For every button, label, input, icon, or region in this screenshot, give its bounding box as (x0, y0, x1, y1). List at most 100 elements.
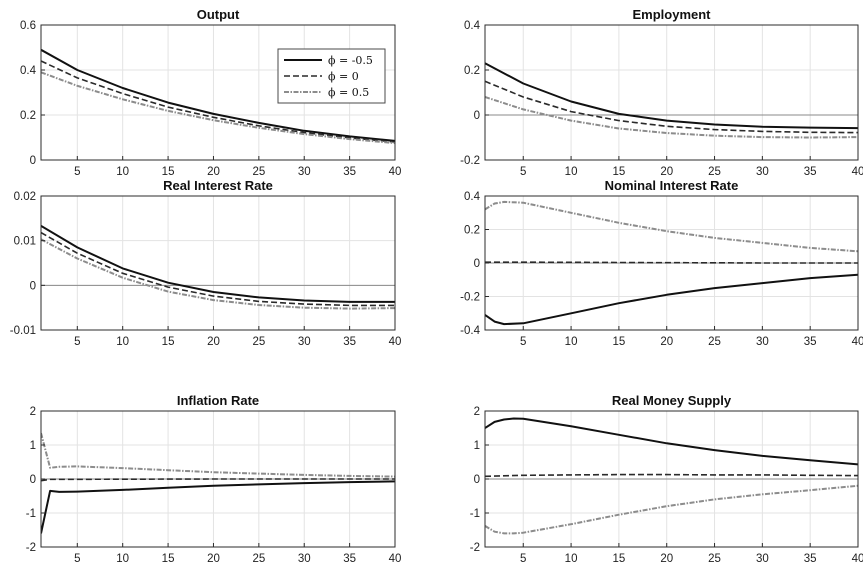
series-line-0-5 (485, 96, 858, 139)
series-line-0 (485, 261, 858, 264)
x-tick-label: 10 (116, 336, 129, 348)
y-tick-label: 0.4 (464, 20, 481, 32)
panel-title: Employment (632, 7, 711, 22)
x-tick-label: 40 (389, 336, 402, 348)
series-line-0 (41, 478, 395, 482)
x-tick-label: 10 (116, 166, 129, 178)
series-line-0 (41, 60, 395, 143)
panel-title: Inflation Rate (177, 393, 259, 408)
y-tick-label: 0.4 (20, 65, 37, 77)
y-tick-label: 2 (474, 406, 480, 418)
y-tick-label: 0 (30, 155, 36, 167)
series-line-0-5 (485, 417, 858, 466)
x-tick-label: 35 (804, 553, 817, 565)
x-tick-label: 10 (565, 166, 578, 178)
legend-label: ϕ = 0 (328, 70, 359, 83)
y-tick-label: 0.2 (464, 225, 480, 237)
x-tick-label: 35 (343, 166, 356, 178)
x-tick-label: 25 (708, 336, 721, 348)
x-tick-label: 20 (660, 553, 673, 565)
y-tick-label: 1 (474, 440, 480, 452)
y-tick-label: 0.2 (464, 65, 480, 77)
x-tick-label: 20 (207, 553, 220, 565)
series-line-0-5 (41, 238, 395, 310)
series-line-0 (485, 80, 858, 134)
employment-panel: 5 10 15 20 25 30 35 40 -0.2 0 0.2 0.4 Employment (460, 7, 863, 178)
x-tick-label: 10 (565, 553, 578, 565)
x-tick-label: 30 (298, 166, 311, 178)
x-tick-label: 40 (389, 166, 402, 178)
y-tick-label: 0 (474, 110, 480, 122)
y-tick-label: -1 (470, 508, 480, 520)
panel-title: Nominal Interest Rate (605, 178, 739, 193)
series-line-0-5 (41, 71, 395, 145)
x-tick-label: 40 (852, 553, 863, 565)
panel-title: Real Interest Rate (163, 178, 273, 193)
x-tick-label: 20 (207, 166, 220, 178)
series-line-0-5 (41, 432, 395, 478)
x-tick-label: 15 (162, 336, 175, 348)
x-tick-label: 35 (343, 336, 356, 348)
series-line-0-5 (41, 225, 395, 303)
y-tick-label: 0.4 (464, 191, 481, 203)
x-tick-label: 5 (520, 166, 526, 178)
x-tick-label: 30 (756, 336, 769, 348)
series-line-0-5 (41, 48, 395, 142)
x-tick-label: 15 (612, 166, 625, 178)
x-tick-label: 20 (660, 336, 673, 348)
x-tick-label: 35 (804, 166, 817, 178)
series-line-0-5 (485, 62, 858, 130)
x-tick-label: 5 (520, 553, 526, 565)
nominal-interest-rate-panel: 5 10 15 20 25 30 35 40 -0.4 -0.2 0 0.2 0.4 Nominal In… (460, 178, 863, 348)
x-tick-label: 35 (804, 336, 817, 348)
y-tick-label: -0.2 (460, 292, 480, 304)
y-tick-label: -2 (26, 542, 36, 554)
y-tick-label: 0 (30, 280, 36, 292)
series-line-0 (485, 473, 858, 478)
x-tick-label: 25 (708, 553, 721, 565)
x-tick-label: 40 (389, 553, 402, 565)
y-tick-label: 0 (474, 258, 480, 270)
series-line-0-5 (41, 480, 395, 534)
y-tick-label: 0.2 (20, 110, 36, 122)
real-money-supply-panel: 5 10 15 20 25 30 35 40 -2 -1 0 1 2 Real Money Supply (470, 393, 863, 565)
x-tick-label: 25 (252, 553, 265, 565)
x-tick-label: 5 (74, 166, 80, 178)
axes-frame (40, 24, 396, 161)
real-interest-rate-panel: 5 10 15 20 25 30 35 40 -0.01 0 0.01 0.02 Real Intere… (10, 178, 402, 348)
x-tick-label: 20 (207, 336, 220, 348)
y-tick-label: -0.4 (460, 325, 480, 337)
series-line-0-5 (485, 273, 858, 326)
y-tick-label: -2 (470, 542, 480, 554)
legend-label: ϕ = -0.5 (328, 54, 373, 67)
x-tick-label: 25 (708, 166, 721, 178)
x-tick-label: 15 (612, 553, 625, 565)
x-tick-label: 20 (660, 166, 673, 178)
x-tick-label: 5 (520, 336, 526, 348)
x-tick-label: 5 (74, 553, 80, 565)
y-tick-label: -0.2 (460, 155, 480, 167)
x-tick-label: 5 (74, 336, 80, 348)
y-tick-label: 1 (30, 440, 36, 452)
axes-frame (40, 195, 396, 331)
x-tick-label: 30 (756, 166, 769, 178)
y-tick-label: -1 (26, 508, 36, 520)
x-tick-label: 35 (343, 553, 356, 565)
y-tick-label: 0.02 (14, 191, 36, 203)
x-tick-label: 15 (612, 336, 625, 348)
x-tick-label: 25 (252, 166, 265, 178)
series-line-0-5 (485, 200, 858, 253)
y-tick-label: 2 (30, 406, 36, 418)
y-tick-label: 0 (30, 474, 36, 486)
x-tick-label: 40 (852, 166, 863, 178)
x-tick-label: 30 (298, 336, 311, 348)
y-tick-label: 0.6 (20, 20, 36, 32)
y-tick-label: -0.01 (10, 325, 36, 337)
x-tick-label: 10 (116, 553, 129, 565)
series-line-0 (41, 231, 395, 307)
y-tick-label: 0 (474, 474, 480, 486)
x-tick-label: 15 (162, 166, 175, 178)
x-tick-label: 10 (565, 336, 578, 348)
